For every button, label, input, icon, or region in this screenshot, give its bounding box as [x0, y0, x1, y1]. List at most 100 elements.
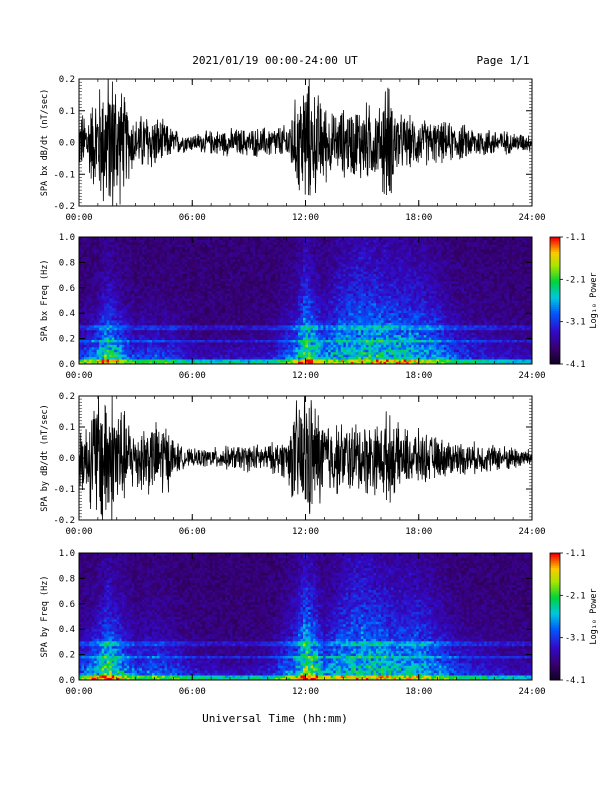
- spectrogram-cell: [245, 268, 249, 272]
- spectrogram-cell: [174, 295, 178, 299]
- spectrogram-cell: [262, 342, 266, 345]
- spectrogram-cell: [295, 329, 299, 333]
- spectrogram-cell: [89, 256, 92, 260]
- spectrogram-cell: [197, 312, 201, 316]
- spectrogram-cell: [144, 278, 148, 282]
- spectrogram-cell: [207, 317, 211, 321]
- spectrogram-cell: [99, 278, 103, 282]
- spectrogram-cell: [267, 261, 271, 265]
- spectrogram-cell: [179, 276, 183, 279]
- spectrogram-cell: [84, 273, 87, 277]
- spectrogram-cell: [159, 261, 163, 265]
- spectrogram-cell: [126, 261, 130, 265]
- spectrogram-cell: [287, 337, 291, 340]
- spectrogram-cell: [81, 237, 85, 240]
- spectrogram-cell: [202, 361, 206, 364]
- spectrogram-cell: [302, 266, 306, 270]
- spectrogram-cell: [79, 288, 82, 292]
- spectrogram-cell: [255, 295, 259, 299]
- spectrogram-cell: [292, 290, 296, 294]
- spectrogram-cell: [104, 305, 108, 309]
- spectrogram-cell: [164, 334, 168, 338]
- spectrogram-cell: [270, 273, 274, 277]
- spectrogram-cell: [144, 288, 148, 292]
- spectrogram-cell: [212, 320, 216, 323]
- spectrogram-cell: [255, 288, 259, 292]
- spectrogram-cell: [177, 302, 181, 306]
- spectrogram-cell: [199, 295, 203, 299]
- spectrogram-cell: [242, 349, 246, 353]
- spectrogram-cell: [292, 327, 296, 331]
- spectrogram-cell: [121, 295, 125, 299]
- spectrogram-cell: [136, 356, 140, 360]
- spectrogram-cell: [151, 249, 155, 253]
- spectrogram-cell: [250, 278, 254, 282]
- spectrogram-cell: [199, 271, 203, 275]
- spectrogram-cell: [81, 300, 85, 304]
- spectrogram-cell: [265, 288, 269, 292]
- spectrogram-cell: [300, 241, 304, 245]
- spectrogram-cell: [116, 266, 120, 270]
- spectrogram-cell: [235, 315, 238, 318]
- spectrogram-cell: [169, 351, 173, 355]
- spectrogram-cell: [169, 256, 173, 260]
- spectrogram-cell: [197, 273, 201, 277]
- spectrogram-cell: [139, 344, 143, 348]
- spectrogram-cell: [202, 276, 206, 279]
- spectrogram-cell: [119, 359, 123, 362]
- spectrogram-cell: [275, 263, 279, 267]
- spectrogram-cell: [252, 278, 256, 282]
- spectrogram-cell: [297, 280, 301, 284]
- spectrogram-cell: [184, 310, 188, 314]
- spectrogram-cell: [297, 256, 301, 260]
- spectrogram-cell: [237, 317, 241, 321]
- spectrogram-cell: [172, 312, 176, 316]
- spectrogram-cell: [89, 237, 92, 240]
- spectrogram-cell: [109, 283, 113, 287]
- spectrogram-cell: [129, 273, 133, 277]
- spectrogram-cell: [250, 337, 254, 340]
- spectrogram-cell: [124, 332, 128, 336]
- spectrogram-cell: [96, 295, 100, 299]
- spectrogram-cell: [247, 266, 251, 270]
- spectrogram-cell: [267, 300, 271, 304]
- spectrogram-cell: [96, 285, 100, 289]
- spectrogram-cell: [297, 302, 301, 306]
- spectrogram-cell: [151, 310, 155, 314]
- spectrogram-cell: [209, 302, 213, 306]
- spectrogram-cell: [184, 295, 188, 299]
- spectrogram-cell: [287, 268, 291, 272]
- spectrogram-cell: [222, 254, 226, 257]
- spectrogram-cell: [81, 320, 85, 323]
- spectrogram-cell: [164, 283, 168, 287]
- spectrogram-cell: [230, 283, 233, 287]
- spectrogram-cell: [89, 302, 92, 306]
- spectrogram-cell: [310, 293, 314, 297]
- spectrogram-cell: [207, 302, 211, 306]
- spectrogram-cell: [235, 324, 238, 328]
- spectrogram-cell: [99, 346, 103, 350]
- spectrogram-cell: [232, 307, 236, 311]
- spectrogram-cell: [260, 271, 264, 275]
- spectrogram-cell: [295, 344, 299, 348]
- spectrogram-cell: [101, 263, 105, 267]
- spectrogram-cell: [222, 298, 226, 301]
- spectrogram-cell: [275, 302, 279, 306]
- spectrogram-cell: [260, 302, 264, 306]
- spectrogram-cell: [267, 349, 271, 353]
- spectrogram-cell: [151, 361, 155, 364]
- spectrogram-cell: [242, 249, 246, 253]
- spectrogram-cell: [136, 263, 140, 267]
- spectrogram-cell: [295, 324, 299, 328]
- spectrogram-cell: [209, 276, 213, 279]
- spectrogram-cell: [192, 239, 196, 243]
- spectrogram-cell: [86, 344, 90, 348]
- spectrogram-cell: [91, 241, 95, 245]
- spectrogram-cell: [154, 359, 158, 362]
- spectrogram-cell: [84, 280, 87, 284]
- spectrogram-cell: [250, 273, 254, 277]
- spectrogram-cell: [124, 239, 128, 243]
- spectrogram-cell: [272, 351, 276, 355]
- spectrogram-cell: [182, 346, 186, 350]
- spectrogram-cell: [224, 344, 228, 348]
